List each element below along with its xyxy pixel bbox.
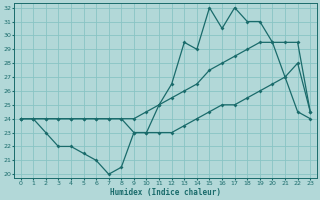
X-axis label: Humidex (Indice chaleur): Humidex (Indice chaleur) <box>110 188 221 197</box>
